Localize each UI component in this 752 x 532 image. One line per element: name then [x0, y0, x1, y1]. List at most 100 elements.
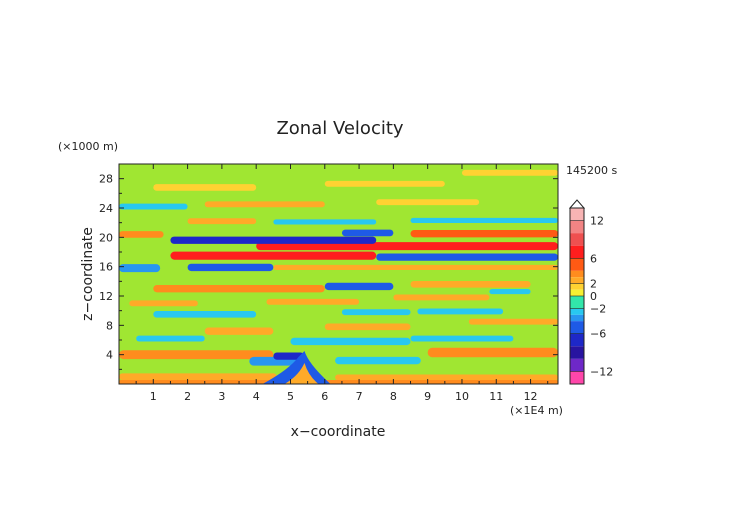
y-tick-label: 4	[106, 349, 113, 362]
x-tick-label: 7	[356, 390, 363, 403]
velocity-band	[468, 318, 558, 325]
velocity-band	[417, 308, 504, 315]
x-tick-label: 6	[321, 390, 328, 403]
x-tick-label: 3	[218, 390, 225, 403]
colorbar-swatch	[570, 358, 584, 372]
velocity-band	[410, 280, 531, 288]
colorbar-swatch	[570, 208, 584, 221]
y-tick-label: 24	[99, 202, 113, 215]
x-tick-label: 5	[287, 390, 294, 403]
velocity-band	[324, 282, 394, 291]
velocity-band	[489, 289, 531, 295]
velocity-band	[341, 309, 411, 316]
colorbar-swatch	[570, 245, 584, 259]
velocity-band	[376, 199, 480, 206]
y-tick-label: 8	[106, 319, 113, 332]
mountain-lee-jet	[284, 363, 319, 384]
velocity-band	[129, 300, 198, 307]
velocity-band	[266, 298, 360, 305]
velocity-band	[204, 327, 274, 335]
heatmap-field	[119, 164, 558, 384]
x-axis-label: x−coordinate	[291, 424, 386, 440]
x-tick-label: 1	[150, 390, 157, 403]
velocity-band	[119, 350, 274, 360]
colorbar-swatch	[570, 346, 584, 359]
colorbar-swatch	[570, 321, 584, 334]
colorbar-extend-triangle	[568, 199, 586, 209]
velocity-band	[119, 231, 164, 238]
colorbar-swatch	[570, 314, 584, 322]
velocity-band	[273, 352, 305, 360]
colorbar-swatch	[570, 308, 584, 315]
velocity-band	[290, 337, 411, 346]
velocity-band	[204, 201, 325, 208]
colorbar-swatch	[570, 371, 584, 384]
x-tick-label: 12	[524, 390, 538, 403]
y-tick-label: 12	[99, 290, 113, 303]
colorbar-swatch	[570, 289, 584, 296]
velocity-band	[273, 264, 558, 270]
colorbar-swatch	[570, 277, 584, 284]
colorbar-swatch	[570, 333, 584, 347]
velocity-band	[136, 335, 205, 342]
velocity-band	[341, 229, 394, 237]
colorbar-swatch	[570, 258, 584, 271]
velocity-band	[427, 347, 558, 358]
colorbar-label: −2	[590, 303, 606, 316]
velocity-band	[170, 251, 377, 260]
y-tick-label: 20	[99, 231, 113, 244]
x-tick-label: 11	[489, 390, 503, 403]
colorbar-label: 0	[590, 290, 597, 303]
colorbar-label: −6	[590, 328, 606, 341]
velocity-band	[187, 263, 274, 272]
colorbar-swatch	[570, 233, 584, 246]
velocity-band	[324, 323, 411, 331]
chart-title: Zonal Velocity	[276, 118, 403, 139]
velocity-band	[335, 374, 558, 381]
x-tick-label: 8	[390, 390, 397, 403]
x-tick-label: 4	[253, 390, 260, 403]
velocity-band	[256, 242, 558, 251]
velocity-band	[393, 294, 490, 301]
velocity-band	[461, 169, 558, 176]
velocity-band	[273, 219, 377, 225]
x-unit-label: (×1E4 m)	[510, 404, 563, 417]
x-tick-label: 2	[184, 390, 191, 403]
y-axis-label: z−coordinate	[80, 227, 96, 321]
colorbar-swatch	[570, 283, 584, 290]
velocity-band	[119, 203, 188, 210]
velocity-band	[324, 180, 445, 187]
mountain-wave-lobe	[262, 351, 331, 384]
velocity-band	[119, 379, 558, 384]
velocity-band	[153, 184, 257, 191]
colorbar-label: 6	[590, 252, 597, 265]
x-tick-label: 9	[424, 390, 431, 403]
y-unit-label: (×1000 m)	[58, 140, 118, 153]
velocity-band	[376, 253, 558, 261]
y-tick-label: 28	[99, 173, 113, 186]
velocity-band	[410, 217, 558, 224]
y-tick-label: 16	[99, 261, 113, 274]
colorbar-swatch	[570, 220, 584, 234]
colorbar-label: −12	[590, 365, 613, 378]
velocity-band	[335, 356, 421, 365]
plot-frame	[118, 163, 559, 385]
time-label: 145200 s	[566, 164, 617, 177]
field-background	[119, 164, 558, 384]
velocity-band	[187, 218, 257, 225]
colorbar-label: 12	[590, 215, 604, 228]
x-tick-label: 10	[455, 390, 469, 403]
colorbar: 12 6 20−2 −6 −12	[568, 199, 613, 385]
velocity-band	[119, 373, 277, 380]
velocity-band	[170, 236, 377, 244]
colorbar-swatch	[570, 296, 584, 309]
velocity-band	[119, 264, 161, 273]
velocity-band	[410, 335, 514, 342]
colorbar-swatch	[570, 270, 584, 278]
velocity-band	[153, 285, 325, 293]
velocity-band	[153, 311, 257, 318]
colorbar-label: 2	[590, 277, 597, 290]
velocity-band	[410, 230, 558, 238]
